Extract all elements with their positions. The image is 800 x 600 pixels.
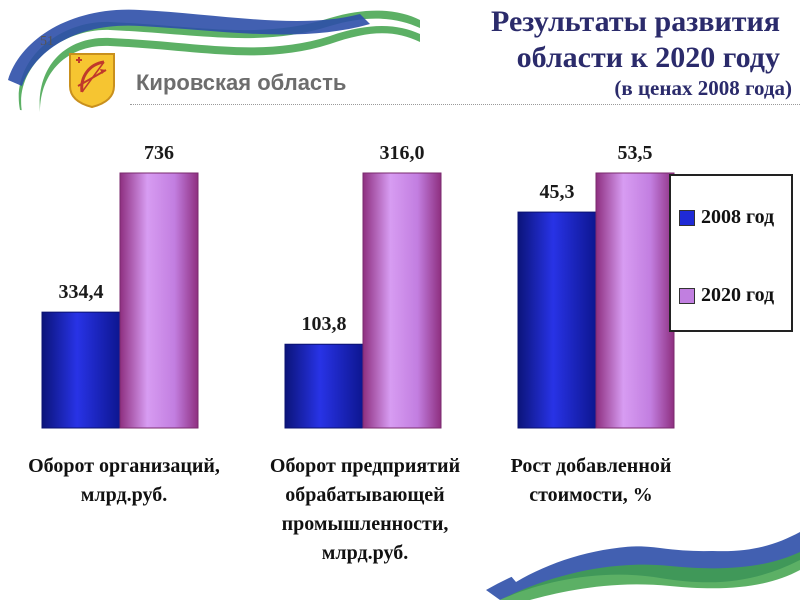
category-label-3: Рост добавленной стоимости, % [486, 452, 696, 510]
legend-label-2020: 2020 год [701, 284, 775, 306]
bar-cat3-series-1 [517, 211, 597, 429]
bar-cat1-series-2 [119, 172, 199, 429]
page-number: 51 [40, 34, 54, 49]
category-label-3-line-1: Рост добавленной [510, 455, 672, 477]
legend-item-2008: 2008 год [679, 206, 774, 229]
value-label-cat3-series-1: 45,3 [540, 181, 575, 203]
region-name: Кировская область [136, 70, 347, 95]
category-label-2-line-3: промышленности, [281, 513, 449, 535]
category-label-1-line-1: Оборот организаций, [28, 455, 220, 477]
bar-cat2-series-1 [284, 343, 364, 429]
bar-cat2-series-2 [362, 172, 442, 429]
value-label-cat2-series-2: 316,0 [380, 142, 425, 164]
kirov-emblem-icon [69, 53, 115, 108]
category-label-2-line-2: обрабатывающей [285, 484, 445, 506]
legend-swatch-2008 [679, 209, 695, 226]
header-divider [130, 104, 800, 105]
category-label-2-line-4: млрд.руб. [321, 542, 409, 564]
slide-title-line-1: Результаты развития [491, 5, 780, 38]
category-label-1: Оборот организаций, млрд.руб. [0, 452, 248, 510]
value-label-cat3-series-2: 53,5 [618, 142, 653, 164]
category-label-3-line-2: стоимости, % [529, 484, 653, 506]
bar-cat3-series-2 [595, 172, 675, 429]
value-label-cat1-series-1: 334,4 [59, 281, 104, 303]
slide-subtitle: (в ценах 2008 года) [614, 76, 792, 100]
legend-item-2020: 2020 год [679, 284, 774, 307]
category-label-2: Оборот предприятий обрабатывающей промыш… [240, 452, 490, 568]
category-label-2-line-1: Оборот предприятий [269, 455, 461, 477]
category-label-1-line-2: млрд.руб. [80, 484, 168, 506]
chart-legend: 2008 год 2020 год [669, 174, 793, 332]
slide-title: Результаты развития области к 2020 году [310, 4, 780, 76]
legend-label-2008: 2008 год [701, 206, 775, 228]
value-label-cat2-series-1: 103,8 [302, 313, 347, 335]
legend-swatch-2020 [679, 287, 695, 304]
bar-cat1-series-1 [41, 311, 121, 429]
slide-title-line-2: области к 2020 году [516, 41, 780, 74]
value-label-cat1-series-2: 736 [144, 142, 174, 164]
